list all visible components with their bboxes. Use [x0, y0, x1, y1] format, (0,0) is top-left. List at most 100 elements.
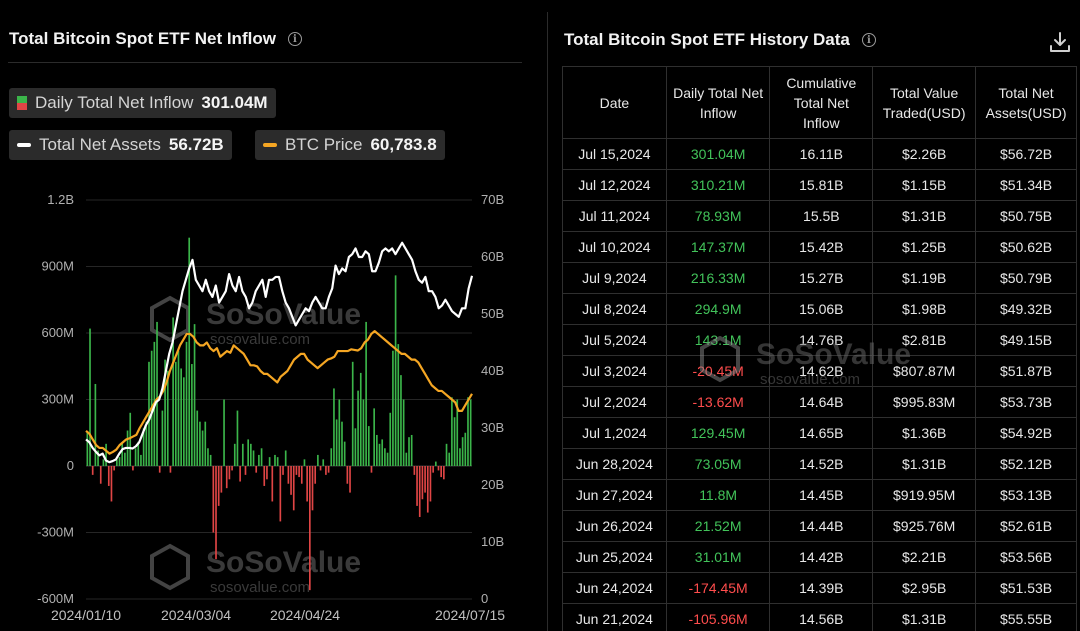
inflow-bar[interactable] [467, 397, 469, 466]
inflow-bar[interactable] [453, 417, 456, 466]
inflow-bar[interactable] [215, 466, 217, 560]
inflow-bar[interactable] [268, 457, 271, 466]
inflow-bar[interactable] [94, 383, 97, 466]
inflow-bar[interactable] [140, 454, 142, 466]
inflow-bar[interactable] [469, 399, 472, 467]
inflow-bar[interactable] [426, 466, 429, 513]
inflow-bar[interactable] [365, 321, 367, 466]
inflow-bar[interactable] [239, 466, 241, 482]
inflow-bar[interactable] [418, 466, 421, 517]
inflow-bar[interactable] [116, 459, 118, 466]
inflow-bar[interactable] [392, 350, 394, 466]
inflow-bar[interactable] [445, 443, 448, 466]
inflow-bar[interactable] [303, 459, 306, 466]
inflow-bar[interactable] [437, 466, 440, 471]
inflow-bar[interactable] [317, 454, 319, 466]
inflow-bar[interactable] [142, 428, 145, 466]
inflow-bar[interactable] [333, 388, 335, 466]
inflow-bar[interactable] [376, 434, 378, 466]
inflow-bar[interactable] [349, 466, 351, 493]
inflow-bar[interactable] [145, 421, 148, 466]
inflow-bar[interactable] [461, 437, 464, 466]
inflow-bar[interactable] [233, 443, 236, 466]
inflow-bar[interactable] [107, 466, 110, 486]
inflow-bar[interactable] [124, 452, 126, 466]
info-icon[interactable]: i [861, 33, 876, 47]
inflow-bar[interactable] [367, 426, 370, 466]
inflow-bar[interactable] [416, 466, 418, 506]
inflow-bar[interactable] [223, 399, 225, 467]
inflow-bar[interactable] [196, 410, 199, 466]
inflow-bar[interactable] [185, 341, 188, 466]
inflow-bar[interactable] [118, 457, 121, 466]
inflow-bar[interactable] [394, 275, 397, 466]
inflow-bar[interactable] [209, 454, 212, 466]
inflow-bar[interactable] [378, 443, 381, 466]
legend-btc-price[interactable]: BTC Price 60,783.8 [255, 130, 445, 160]
inflow-bar[interactable] [373, 408, 375, 466]
inflow-bar[interactable] [166, 370, 169, 466]
inflow-bar[interactable] [359, 372, 362, 466]
info-icon[interactable]: i [287, 32, 302, 46]
inflow-bar[interactable] [207, 448, 209, 466]
inflow-bar[interactable] [158, 466, 161, 473]
inflow-bar[interactable] [421, 466, 424, 500]
inflow-bar[interactable] [193, 324, 196, 466]
inflow-bar[interactable] [434, 461, 437, 466]
inflow-bar[interactable] [357, 390, 359, 466]
inflow-bar[interactable] [292, 466, 295, 511]
inflow-bar[interactable] [397, 344, 400, 466]
inflow-bar[interactable] [241, 443, 244, 466]
inflow-bar[interactable] [191, 364, 193, 466]
inflow-bar[interactable] [91, 466, 94, 475]
inflow-bar[interactable] [220, 466, 223, 493]
legend-net-assets[interactable]: Total Net Assets 56.72B [9, 130, 232, 160]
inflow-bar[interactable] [354, 428, 357, 466]
inflow-bar[interactable] [217, 466, 220, 506]
inflow-bar[interactable] [231, 466, 233, 471]
inflow-bar[interactable] [402, 399, 405, 467]
inflow-bar[interactable] [225, 466, 228, 489]
inflow-bar[interactable] [183, 377, 185, 466]
inflow-bar[interactable] [113, 466, 115, 471]
inflow-bar[interactable] [309, 466, 311, 591]
inflow-bar[interactable] [172, 317, 174, 466]
inflow-bar[interactable] [121, 443, 124, 466]
inflow-bar[interactable] [132, 466, 134, 471]
inflow-bar[interactable] [443, 466, 445, 480]
inflow-bar[interactable] [99, 466, 102, 484]
inflow-bar[interactable] [319, 466, 322, 471]
inflow-bar[interactable] [338, 399, 341, 467]
inflow-bar[interactable] [440, 466, 442, 478]
inflow-bar[interactable] [284, 450, 287, 466]
inflow-bar[interactable] [129, 412, 132, 466]
inflow-bar[interactable] [290, 466, 292, 495]
inflow-bar[interactable] [384, 448, 386, 466]
inflow-bar[interactable] [456, 399, 459, 467]
inflow-bar[interactable] [351, 361, 354, 466]
inflow-bar[interactable] [97, 450, 99, 466]
inflow-bar[interactable] [370, 466, 373, 473]
inflow-bar[interactable] [250, 443, 252, 466]
inflow-bar[interactable] [335, 419, 338, 466]
inflow-bar[interactable] [451, 397, 453, 466]
inflow-bar[interactable] [429, 466, 432, 502]
inflow-chart[interactable]: SoSoValuesosovalue.comSoSoValuesosovalue… [0, 180, 535, 631]
inflow-bar[interactable] [327, 466, 330, 473]
inflow-bar[interactable] [134, 448, 137, 466]
inflow-bar[interactable] [169, 466, 172, 473]
inflow-bar[interactable] [413, 466, 416, 475]
inflow-bar[interactable] [464, 432, 467, 466]
inflow-bar[interactable] [247, 439, 249, 466]
inflow-bar[interactable] [314, 466, 317, 484]
inflow-bar[interactable] [400, 375, 402, 466]
inflow-bar[interactable] [459, 448, 461, 466]
inflow-bar[interactable] [271, 466, 274, 502]
inflow-bar[interactable] [424, 466, 426, 493]
inflow-bar[interactable] [410, 434, 413, 466]
inflow-bar[interactable] [322, 459, 325, 466]
inflow-bar[interactable] [287, 466, 290, 484]
inflow-bar[interactable] [156, 321, 158, 466]
inflow-bar[interactable] [260, 448, 263, 466]
inflow-bar[interactable] [341, 421, 343, 466]
